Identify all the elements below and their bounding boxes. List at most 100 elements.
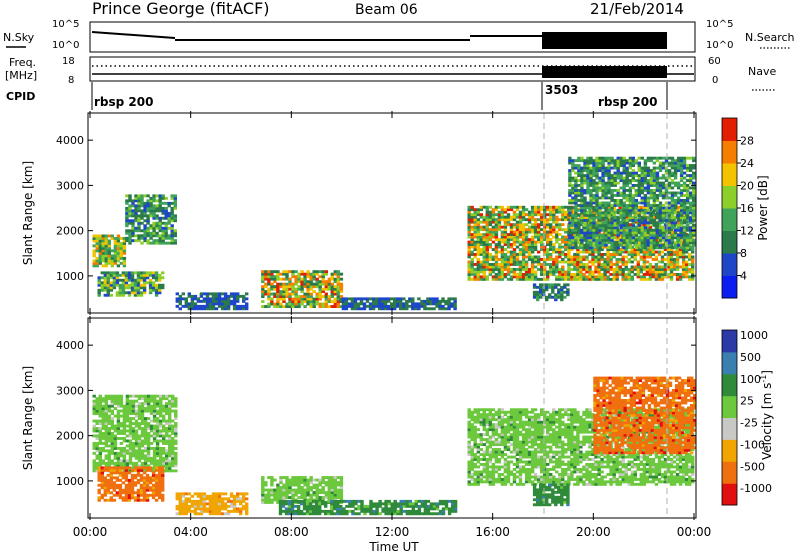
echo-cell (678, 250, 683, 254)
echo-cell (681, 273, 686, 276)
echo-cell (324, 282, 328, 286)
echo-cell (187, 294, 191, 298)
echo-cell (152, 461, 157, 465)
echo-cell (174, 399, 178, 403)
echo-cell (567, 263, 571, 266)
echo-cell (515, 235, 520, 239)
echo-cell (655, 241, 660, 245)
echo-cell (631, 161, 635, 165)
echo-cell (444, 307, 448, 311)
echo-cell (555, 218, 559, 222)
echo-cell (365, 297, 370, 301)
echo-cell (146, 399, 151, 403)
echo-cell (533, 265, 538, 269)
echo-cell (642, 258, 647, 261)
echo-cell (98, 451, 102, 455)
echo-cell (664, 211, 669, 215)
echo-cell (512, 260, 517, 264)
echo-cell (580, 169, 584, 172)
echo-cell (649, 211, 654, 215)
echo-cell (137, 226, 141, 230)
echo-cell (580, 159, 584, 163)
echo-cell (134, 196, 138, 200)
echo-cell (530, 277, 535, 281)
echo-cell (116, 422, 121, 425)
echo-cell (639, 205, 643, 209)
echo-cell (679, 231, 684, 235)
echo-cell (622, 218, 626, 222)
echo-cell (595, 246, 599, 250)
echo-cell (174, 456, 178, 460)
echo-cell (567, 265, 571, 269)
echo-cell (634, 231, 638, 235)
echo-cell (152, 234, 156, 238)
echo-cell (692, 174, 696, 177)
echo-cell (666, 220, 671, 224)
echo-cell (613, 171, 617, 175)
echo-cell (137, 422, 142, 425)
echo-cell (678, 243, 683, 246)
echo-cell (155, 241, 159, 245)
echo-cell (137, 404, 142, 408)
echo-cell (585, 220, 589, 224)
echo-cell (140, 194, 144, 198)
echo-cell (652, 201, 657, 205)
echo-cell (98, 261, 102, 265)
echo-cell (673, 231, 678, 235)
echo-cell (134, 422, 139, 425)
echo-cell (640, 236, 644, 240)
echo-cell (137, 239, 141, 243)
echo-cell (658, 233, 663, 237)
echo-cell (609, 263, 613, 266)
echo-cell (164, 234, 168, 238)
echo-cell (568, 194, 572, 197)
echo-cell (613, 246, 617, 250)
echo-cell (634, 243, 638, 247)
echo-cell (380, 297, 385, 301)
echo-cell (509, 208, 514, 212)
echo-cell (640, 166, 644, 170)
echo-cell (494, 260, 499, 264)
echo-cell (558, 260, 562, 264)
echo-cell (173, 201, 177, 205)
echo-cell (628, 179, 632, 182)
echo-cell (107, 251, 111, 255)
echo-cell (279, 272, 283, 276)
echo-cell (543, 220, 547, 224)
echo-cell (657, 270, 662, 274)
echo-cell (512, 210, 517, 214)
echo-cell (155, 447, 160, 450)
echo-cell (476, 210, 480, 214)
echo-cell (128, 427, 133, 430)
echo-cell (598, 223, 602, 227)
echo-cell (92, 261, 96, 265)
echo-cell (580, 181, 584, 185)
power-echo-cells (92, 156, 696, 311)
echo-cell (552, 270, 556, 274)
echo-cell (371, 302, 376, 306)
echo-cell (324, 295, 328, 298)
echo-cell (106, 486, 110, 490)
echo-cell (476, 268, 480, 271)
echo-cell (679, 179, 684, 182)
echo-cell (168, 437, 172, 440)
echo-cell (568, 201, 572, 205)
echo-cell (273, 285, 277, 289)
echo-cell (685, 236, 690, 240)
echo-cell (374, 299, 379, 303)
echo-cell (625, 238, 629, 242)
echo-cell (530, 210, 535, 214)
echo-cell (612, 233, 616, 236)
echo-cell (148, 281, 153, 285)
echo-cell (597, 270, 601, 274)
echo-cell (110, 432, 114, 435)
echo-cell (640, 174, 644, 177)
echo-cell (595, 194, 599, 197)
echo-cell (125, 449, 130, 453)
echo-cell (95, 261, 99, 265)
echo-cell (98, 459, 102, 463)
echo-cell (625, 226, 629, 230)
echo-cell (261, 292, 265, 296)
echo-cell (574, 176, 578, 180)
echo-cell (159, 439, 163, 443)
